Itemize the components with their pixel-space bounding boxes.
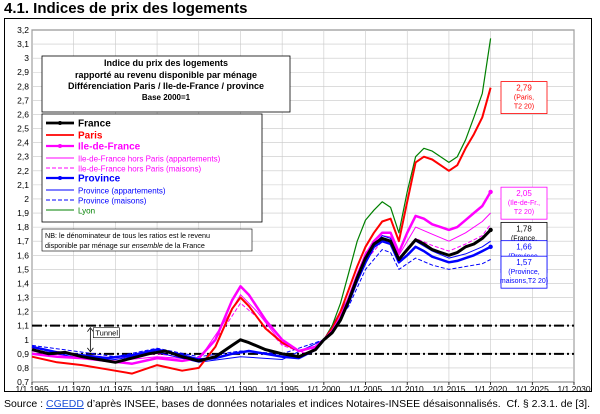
series-line	[31, 228, 492, 364]
y-tick-label: 3,1	[17, 39, 29, 49]
y-tick-label: 1,9	[17, 208, 29, 218]
legend-label: Province (maisons)	[78, 197, 147, 206]
note-text: NB: le dénominateur de tous les ratios e…	[45, 231, 210, 240]
y-tick-label: 1,2	[17, 307, 29, 317]
y-tick-label: 1,8	[17, 222, 29, 232]
tunnel-label: Tunnel	[95, 329, 118, 338]
series-end-marker	[488, 227, 493, 233]
y-tick-label: 3,2	[17, 25, 29, 35]
series-end-marker	[488, 189, 493, 195]
y-tick-label: 1,7	[17, 236, 29, 246]
y-tick-label: 2,5	[17, 124, 29, 134]
x-tick-label: 1/1 2015	[432, 384, 465, 392]
legend-marker	[58, 144, 62, 148]
x-tick-label: 1/1 1990	[224, 384, 257, 392]
source-link[interactable]: CGEDD	[46, 398, 84, 410]
tunnel-arrow-head	[87, 327, 94, 332]
legend-marker	[58, 121, 62, 125]
series-end-marker	[488, 244, 493, 250]
y-tick-label: 1,3	[17, 293, 29, 303]
y-tick-label: 0,9	[17, 349, 29, 359]
end-label-text: 2,79	[516, 84, 532, 93]
y-tick-label: 2,1	[17, 180, 29, 190]
x-tick-label: 1/1 1980	[141, 384, 174, 392]
end-label-text: (Ile-de-Fr.,	[508, 200, 540, 207]
y-tick-label: 0,7	[17, 377, 29, 387]
end-label-text: 1,57	[516, 258, 532, 267]
y-tick-label: 1,1	[17, 321, 29, 331]
end-label-text: T2 20)	[514, 209, 534, 216]
x-tick-label: 1/1 1975	[99, 384, 132, 392]
end-label-box	[500, 81, 548, 114]
y-tick-label: 2,6	[17, 109, 29, 119]
chart-title-box	[41, 55, 291, 113]
source-text: d’après INSEE, bases de données notarial…	[83, 398, 501, 410]
legend-label: Ile-de-France hors Paris (appartements)	[78, 155, 221, 164]
end-label-box	[500, 255, 548, 289]
end-label-text: (Province,	[508, 269, 540, 276]
tunnel-arrow-head	[87, 347, 94, 353]
end-label-text: (France,	[511, 235, 537, 242]
legend-marker	[58, 176, 62, 180]
y-tick-label: 0,8	[17, 363, 29, 373]
page-title: 4.1. Indices de prix des logements	[4, 0, 248, 17]
x-tick-label: 1/1 2025	[516, 384, 549, 392]
x-tick-label: 1/1 2010	[391, 384, 424, 392]
source-reference: Cf. § 2.3.1. de [3].	[506, 398, 590, 410]
x-tick-label: 1/1 1995	[266, 384, 299, 392]
legend-label: Ile-de-France	[78, 142, 141, 153]
end-label-box	[500, 186, 548, 220]
tunnel-label-box	[93, 327, 120, 339]
y-tick-label: 2,3	[17, 152, 29, 162]
legend-box	[41, 113, 263, 223]
y-tick-label: 2,7	[17, 95, 29, 105]
end-label-text: 1,78	[516, 224, 532, 233]
chart-frame	[4, 18, 592, 392]
end-label-text: 1,66	[516, 243, 532, 252]
x-tick-label: 1/1 1970	[57, 384, 90, 392]
series-line	[323, 38, 492, 341]
y-tick-label: 2,9	[17, 67, 29, 77]
source-line: Source : CGEDD d’après INSEE, bases de d…	[4, 398, 590, 410]
chart-title: Indice du prix des logements	[104, 58, 228, 68]
y-tick-label: 1	[24, 335, 29, 345]
y-tick-label: 2,8	[17, 81, 29, 91]
y-tick-label: 3	[24, 53, 29, 63]
series-line	[31, 87, 492, 375]
x-tick-label: 1/1 2030	[557, 384, 590, 392]
chart-subtitle: Différenciation Paris / Ile-de-France / …	[68, 81, 264, 91]
legend-label: Paris	[78, 131, 103, 142]
y-tick-label: 1,5	[17, 264, 29, 274]
end-label-text: T2 20)	[514, 104, 534, 111]
y-tick-label: 1,6	[17, 250, 29, 260]
source-prefix: Source :	[4, 398, 47, 410]
note-text: disponible par ménage sur ensemble de la…	[45, 241, 205, 250]
y-tick-label: 2	[24, 194, 29, 204]
y-tick-label: 2,2	[17, 166, 29, 176]
chart-subtitle: rapporté au revenu disponible par ménage	[75, 70, 257, 80]
legend-label: France	[78, 119, 111, 130]
x-tick-label: 1/1 1985	[182, 384, 215, 392]
end-label-text: maisons,T2 20)	[500, 278, 548, 285]
series-line	[31, 249, 491, 358]
x-tick-label: 1/1 1965	[15, 384, 48, 392]
line-chart: 0,7 0,8 0,9 1 1,1 1,2 1,3 1,4 1,5 1,6 1,7 1,8 1,9 2 2,…	[15, 25, 590, 392]
legend-label: Province (appartements)	[78, 187, 166, 196]
x-tick-label: 1/1 2000	[307, 384, 340, 392]
end-label-text: 2,05	[516, 189, 532, 198]
legend-label: Ile-de-France hors Paris (maisons)	[78, 165, 201, 174]
x-tick-label: 1/1 2020	[474, 384, 507, 392]
x-tick-label: 1/1 2005	[349, 384, 382, 392]
note-box	[41, 228, 253, 252]
chart-subtitle: Base 2000=1	[142, 93, 191, 102]
y-tick-label: 1,4	[17, 278, 29, 288]
legend-label: Province	[78, 174, 121, 185]
legend-label: Lyon	[78, 207, 95, 216]
end-label-text: (Paris,	[514, 95, 534, 102]
y-tick-label: 2,4	[17, 138, 29, 148]
